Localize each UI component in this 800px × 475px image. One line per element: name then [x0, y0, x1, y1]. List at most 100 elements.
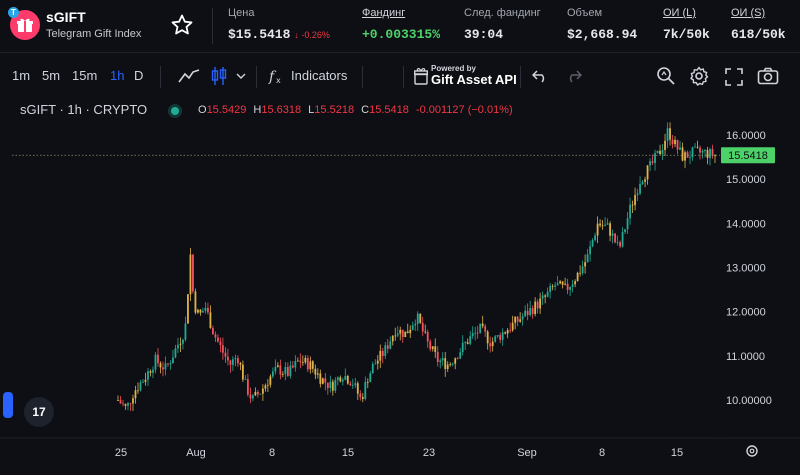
- candle-body: [184, 323, 187, 340]
- search-icon[interactable]: [656, 66, 676, 86]
- gear-icon[interactable]: [689, 66, 709, 86]
- candle-body: [511, 322, 514, 331]
- x-tick-label: 8: [269, 447, 275, 459]
- interval-1m[interactable]: 1m: [12, 68, 31, 83]
- candle-body: [296, 360, 299, 362]
- x-tick-label: Sep: [517, 447, 537, 459]
- candle-body: [336, 377, 339, 381]
- candle-body: [164, 363, 167, 370]
- high-value: 15.6318: [261, 104, 302, 116]
- candle-body: [132, 398, 134, 404]
- next-funding-stat: След. фандинг 39:04: [464, 7, 541, 42]
- candles-chart-type-icon[interactable]: [210, 66, 228, 86]
- oi-long-stat[interactable]: ОИ (L) 7k/50k: [663, 7, 710, 42]
- candle-body: [246, 379, 249, 395]
- candle-body: [469, 336, 472, 344]
- candle-body: [281, 373, 284, 375]
- interval-15m[interactable]: 15m: [72, 68, 98, 83]
- left-panel-toggle[interactable]: [3, 392, 13, 418]
- candle-body: [289, 365, 292, 376]
- candle-body: [127, 403, 129, 406]
- candle-body: [269, 376, 272, 385]
- candle-body: [554, 285, 557, 287]
- candle-body: [519, 319, 522, 322]
- candle-body: [339, 377, 342, 382]
- candle-body: [616, 242, 619, 243]
- interval-5m[interactable]: 5m: [42, 68, 61, 83]
- candle-body: [434, 346, 437, 352]
- ohlc-values: O15.5429 H15.6318 L15.5218 C15.5418 -0.0…: [198, 104, 513, 116]
- candle-body: [459, 352, 462, 359]
- fullscreen-icon[interactable]: [725, 68, 743, 86]
- symbol-legend: sGIFT · 1h · CRYPTO: [20, 102, 148, 117]
- candle-body: [714, 155, 716, 157]
- interval-d[interactable]: D: [134, 68, 144, 83]
- candle-body: [631, 204, 634, 206]
- candle-body: [142, 381, 144, 383]
- candle-body: [581, 266, 584, 274]
- candle-body: [209, 312, 212, 329]
- candle-body: [359, 393, 362, 397]
- candle-body: [349, 383, 352, 386]
- x-tick-label: 23: [423, 447, 435, 459]
- candle-body: [619, 242, 621, 247]
- candle-body: [644, 179, 646, 182]
- candle-body: [212, 328, 214, 335]
- candle-body: [706, 149, 709, 158]
- candle-body: [549, 286, 552, 292]
- candle-body: [192, 254, 194, 292]
- candle-body: [711, 149, 714, 156]
- interval-1h[interactable]: 1h: [110, 68, 125, 83]
- indicators-button[interactable]: Indicators: [291, 68, 348, 83]
- candle-body: [354, 383, 357, 386]
- candle-body: [671, 139, 674, 145]
- oi-short-label[interactable]: ОИ (S): [731, 7, 766, 19]
- candle-body: [689, 156, 691, 158]
- candle-body: [491, 341, 494, 347]
- oi-short-stat[interactable]: ОИ (S) 618/50k: [731, 7, 786, 42]
- candle-body: [424, 331, 427, 333]
- line-chart-type-icon[interactable]: [178, 68, 200, 84]
- candle-body: [261, 388, 264, 394]
- candle-body: [474, 332, 477, 334]
- candle-body: [664, 140, 666, 150]
- y-tick-label: 11.0000: [726, 351, 765, 363]
- candle-body: [162, 367, 164, 370]
- candle-body: [536, 301, 539, 309]
- candle-body: [356, 383, 359, 394]
- candle-body: [514, 316, 517, 323]
- candle-body: [169, 363, 172, 365]
- candle-body: [544, 295, 547, 297]
- price-chart[interactable]: 10.00000 11.0000 12.0000 13.0000 14.0000 15.0…: [0, 120, 800, 475]
- time-axis-settings-icon[interactable]: [746, 445, 758, 457]
- price-value: $15.5418: [228, 27, 291, 42]
- candle-body: [499, 335, 502, 340]
- funding-label[interactable]: Фандинг: [362, 7, 406, 19]
- candle-body: [149, 371, 152, 373]
- candle-body: [316, 373, 319, 375]
- favorite-star-icon[interactable]: [170, 13, 194, 37]
- y-tick-label: 12.0000: [726, 307, 766, 319]
- candle-body: [202, 310, 204, 313]
- candle-body: [621, 231, 624, 247]
- candle-body: [574, 281, 577, 285]
- candle-body: [414, 323, 417, 326]
- chevron-down-icon[interactable]: [236, 73, 246, 79]
- close-label: C: [361, 104, 370, 116]
- low-label: L: [308, 104, 315, 116]
- redo-icon[interactable]: [566, 69, 582, 83]
- camera-icon[interactable]: [757, 67, 779, 85]
- candle-body: [122, 403, 124, 405]
- candle-body: [601, 225, 604, 227]
- tradingview-logo-icon[interactable]: 17: [24, 397, 54, 427]
- oi-long-label[interactable]: ОИ (L): [663, 7, 696, 19]
- funding-stat[interactable]: Фандинг +0.003315%: [362, 7, 440, 42]
- candle-body: [224, 352, 227, 357]
- powered-by-badge[interactable]: Powered by Gift Asset API: [431, 64, 517, 87]
- candle-body: [361, 396, 364, 399]
- toolbar-divider: [362, 66, 363, 88]
- candle-body: [137, 390, 139, 392]
- undo-icon[interactable]: [532, 69, 548, 83]
